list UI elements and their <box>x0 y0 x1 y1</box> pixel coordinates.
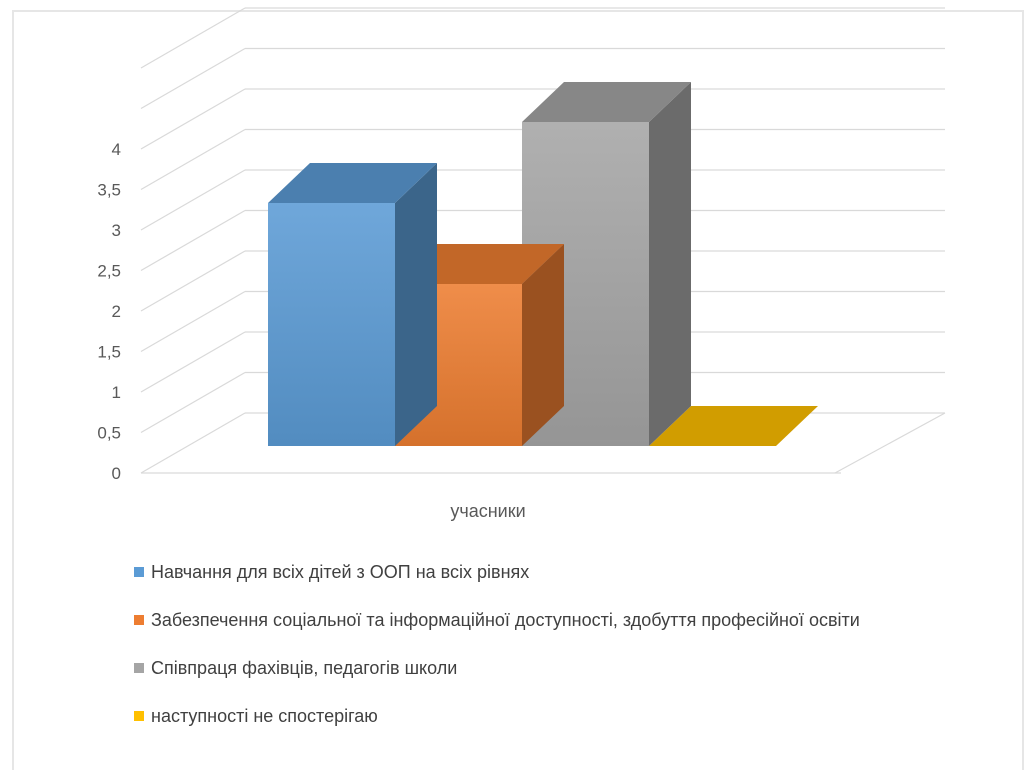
y-tick-label: 3,5 <box>97 181 121 200</box>
bar-top <box>649 406 818 446</box>
gridline-depth <box>140 47 246 110</box>
y-tick-label: 1,5 <box>97 343 121 362</box>
bars <box>268 82 818 446</box>
legend-swatch <box>134 711 144 721</box>
floor-right-edge <box>834 412 946 474</box>
gridline-depth <box>140 250 246 312</box>
gridline-depth <box>140 88 246 150</box>
gridline-depth <box>140 331 246 393</box>
bar-1 <box>268 163 437 446</box>
gridline-depth <box>140 169 246 231</box>
bar-top <box>268 163 437 203</box>
y-tick-label: 0 <box>112 464 121 483</box>
legend-swatch <box>134 663 144 673</box>
bar-chart: 0 0,5 1 1,5 2 2,5 3 3,5 4 учасники <box>97 7 946 521</box>
bar-4 <box>649 406 818 446</box>
legend-swatch <box>134 615 144 625</box>
gridline-depth <box>140 290 246 353</box>
legend-item-1: Навчання для всіх дітей з ООП на всіх рі… <box>134 560 860 584</box>
bar-top <box>522 82 691 122</box>
gridline-depth <box>140 412 246 474</box>
y-tick-label: 0,5 <box>97 424 121 443</box>
y-tick-label: 4 <box>112 140 121 159</box>
gridline-depth <box>140 7 246 69</box>
gridline-depth <box>140 128 246 191</box>
y-tick-label: 2,5 <box>97 262 121 281</box>
legend-item-3: Співпраця фахівців, педагогів школи <box>134 656 860 680</box>
legend-label: наступності не спостерігаю <box>151 705 378 726</box>
legend-item-2: Забезпечення соціальної та інформаційної… <box>134 608 860 632</box>
chart-frame <box>12 10 1024 770</box>
legend-label: Забезпечення соціальної та інформаційної… <box>151 609 860 630</box>
bar-side <box>522 244 564 446</box>
y-tick-label: 2 <box>112 302 121 321</box>
bar-top <box>395 244 564 284</box>
bar-side <box>649 82 691 446</box>
y-tick-label: 1 <box>112 383 121 402</box>
bar-front <box>268 203 395 446</box>
legend-item-4: наступності не спостерігаю <box>134 704 860 728</box>
x-category-label: учасники <box>450 501 525 521</box>
bar-side <box>395 163 437 446</box>
legend-label: Навчання для всіх дітей з ООП на всіх рі… <box>151 561 530 582</box>
gridline-depth <box>140 209 246 272</box>
legend: Навчання для всіх дітей з ООП на всіх рі… <box>134 560 860 752</box>
legend-swatch <box>134 567 144 577</box>
gridline-depth <box>140 371 246 434</box>
y-tick-label: 3 <box>112 221 121 240</box>
y-axis-ticks: 0 0,5 1 1,5 2 2,5 3 3,5 4 <box>97 140 121 483</box>
legend-label: Співпраця фахівців, педагогів школи <box>151 657 458 678</box>
